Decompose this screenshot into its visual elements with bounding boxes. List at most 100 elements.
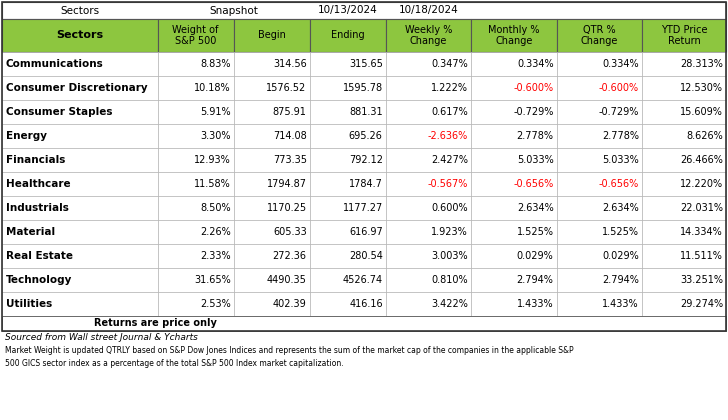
Text: 12.530%: 12.530% [680, 83, 723, 93]
Text: -0.729%: -0.729% [513, 107, 553, 117]
Bar [557, 124, 642, 148]
Text: 3.003%: 3.003% [432, 251, 468, 261]
Bar [234, 76, 309, 100]
Text: 33.251%: 33.251% [680, 275, 723, 285]
Text: 1.525%: 1.525% [602, 227, 639, 237]
Text: 272.36: 272.36 [273, 251, 306, 261]
Text: 0.334%: 0.334% [517, 59, 553, 69]
Text: 402.39: 402.39 [273, 299, 306, 309]
Bar [386, 292, 471, 316]
Text: 881.31: 881.31 [349, 107, 383, 117]
Bar [642, 124, 726, 148]
Text: 1595.78: 1595.78 [343, 83, 383, 93]
Text: 3.422%: 3.422% [431, 299, 468, 309]
Bar [386, 220, 471, 244]
Bar [234, 196, 309, 220]
Text: 2.634%: 2.634% [517, 203, 553, 213]
Bar [471, 76, 557, 100]
Bar [234, 19, 309, 52]
Text: 875.91: 875.91 [273, 107, 306, 117]
Bar [2, 148, 158, 172]
Text: Technology: Technology [6, 275, 72, 285]
Text: 2.26%: 2.26% [200, 227, 231, 237]
Text: Financials: Financials [6, 155, 66, 165]
Bar [2, 124, 158, 148]
Text: 0.347%: 0.347% [432, 59, 468, 69]
Text: 28.313%: 28.313% [680, 59, 723, 69]
Text: Utilities: Utilities [6, 299, 52, 309]
Bar [642, 172, 726, 196]
Text: 1.433%: 1.433% [517, 299, 553, 309]
Bar [386, 52, 471, 76]
Text: -0.600%: -0.600% [599, 83, 639, 93]
Bar [234, 172, 309, 196]
Bar [386, 124, 471, 148]
Bar [234, 100, 309, 124]
Text: -0.656%: -0.656% [598, 179, 639, 189]
Text: YTD Price
Return: YTD Price Return [661, 25, 708, 46]
Bar [309, 292, 386, 316]
Bar [158, 19, 234, 52]
Text: 605.33: 605.33 [273, 227, 306, 237]
Bar [158, 244, 234, 268]
Text: 2.778%: 2.778% [517, 131, 553, 141]
Bar [158, 172, 234, 196]
Text: Snapshot: Snapshot [209, 5, 258, 16]
Text: 714.08: 714.08 [273, 131, 306, 141]
Text: Sourced from Wall street Journal & Ycharts: Sourced from Wall street Journal & Ychar… [5, 333, 198, 342]
Text: QTR %
Change: QTR % Change [581, 25, 618, 46]
Text: Monthly %
Change: Monthly % Change [488, 25, 539, 46]
Bar [386, 244, 471, 268]
Bar [309, 100, 386, 124]
Text: Sectors: Sectors [56, 31, 103, 40]
Text: 2.794%: 2.794% [602, 275, 639, 285]
Text: 11.58%: 11.58% [194, 179, 231, 189]
Text: 31.65%: 31.65% [194, 275, 231, 285]
Text: -2.636%: -2.636% [428, 131, 468, 141]
Bar [2, 2, 726, 19]
Bar [309, 52, 386, 76]
Text: Market Weight is updated QTRLY based on S&P Dow Jones Indices and represents the: Market Weight is updated QTRLY based on … [5, 346, 574, 355]
Text: 10/18/2024: 10/18/2024 [398, 5, 459, 16]
Text: -0.729%: -0.729% [598, 107, 639, 117]
Bar [386, 268, 471, 292]
Bar [386, 196, 471, 220]
Text: 280.54: 280.54 [349, 251, 383, 261]
Bar [158, 292, 234, 316]
Bar [557, 19, 642, 52]
Bar [2, 172, 158, 196]
Bar [471, 292, 557, 316]
Text: 0.334%: 0.334% [602, 59, 639, 69]
Text: Weight of
S&P 500: Weight of S&P 500 [173, 25, 219, 46]
Bar [642, 220, 726, 244]
Text: 5.033%: 5.033% [602, 155, 639, 165]
Text: Real Estate: Real Estate [6, 251, 73, 261]
Bar [557, 100, 642, 124]
Text: 1.433%: 1.433% [602, 299, 639, 309]
Text: 15.609%: 15.609% [680, 107, 723, 117]
Bar [234, 124, 309, 148]
Text: Consumer Discretionary: Consumer Discretionary [6, 83, 148, 93]
Bar [158, 148, 234, 172]
Text: 0.029%: 0.029% [602, 251, 639, 261]
Bar [557, 292, 642, 316]
Bar [642, 100, 726, 124]
Text: 8.83%: 8.83% [200, 59, 231, 69]
Text: 500 GICS sector index as a percentage of the total S&P 500 Index market capitali: 500 GICS sector index as a percentage of… [5, 359, 344, 368]
Text: 1.923%: 1.923% [432, 227, 468, 237]
Bar [234, 292, 309, 316]
Text: 2.634%: 2.634% [602, 203, 639, 213]
Bar [309, 148, 386, 172]
Bar [2, 292, 158, 316]
Bar [471, 268, 557, 292]
Bar [309, 244, 386, 268]
Text: 314.56: 314.56 [273, 59, 306, 69]
Text: 0.600%: 0.600% [432, 203, 468, 213]
Text: 2.427%: 2.427% [431, 155, 468, 165]
Text: Healthcare: Healthcare [6, 179, 71, 189]
Text: 5.033%: 5.033% [517, 155, 553, 165]
Bar [234, 148, 309, 172]
Bar [234, 220, 309, 244]
Bar [471, 52, 557, 76]
Text: Communications: Communications [6, 59, 104, 69]
